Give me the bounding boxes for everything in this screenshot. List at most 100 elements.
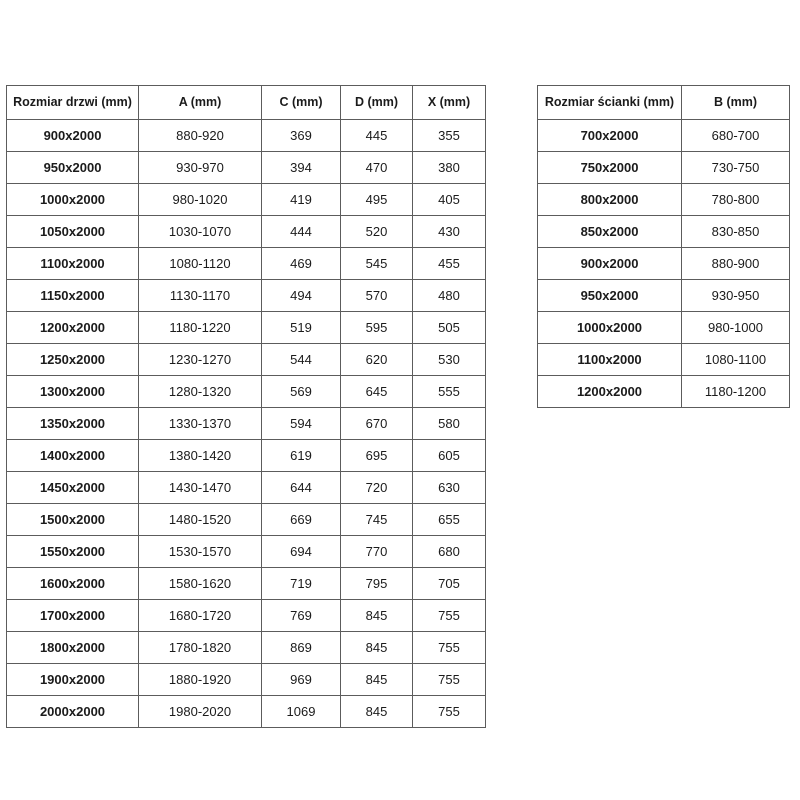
cell-a: 1130-1170: [138, 279, 262, 312]
cell-x: 505: [412, 311, 486, 344]
cell-b: 1180-1200: [681, 375, 790, 408]
table-row: 1300x2000 1280-1320 569 645 555: [6, 375, 486, 408]
cell-b: 1080-1100: [681, 343, 790, 376]
cell-size: 900x2000: [6, 119, 139, 152]
cell-d: 720: [340, 471, 413, 504]
cell-b: 830-850: [681, 215, 790, 248]
table-row: 1100x2000 1080-1100: [537, 343, 790, 376]
cell-size: 1150x2000: [6, 279, 139, 312]
cell-x: 680: [412, 535, 486, 568]
table-row: 1900x2000 1880-1920 969 845 755: [6, 663, 486, 696]
cell-c: 644: [261, 471, 341, 504]
cell-x: 755: [412, 695, 486, 728]
table-row: 1350x2000 1330-1370 594 670 580: [6, 407, 486, 440]
table-row: 1600x2000 1580-1620 719 795 705: [6, 567, 486, 600]
cell-d: 645: [340, 375, 413, 408]
column-header-c: C (mm): [261, 85, 341, 120]
column-header-size: Rozmiar ścianki (mm): [537, 85, 682, 120]
cell-size: 850x2000: [537, 215, 682, 248]
cell-c: 769: [261, 599, 341, 632]
cell-size: 1200x2000: [537, 375, 682, 408]
cell-x: 530: [412, 343, 486, 376]
table-row: 1400x2000 1380-1420 619 695 605: [6, 439, 486, 472]
cell-c: 494: [261, 279, 341, 312]
cell-b: 980-1000: [681, 311, 790, 344]
cell-x: 605: [412, 439, 486, 472]
cell-d: 845: [340, 631, 413, 664]
cell-a: 880-920: [138, 119, 262, 152]
table-row: 700x2000 680-700: [537, 119, 790, 152]
cell-c: 694: [261, 535, 341, 568]
cell-d: 520: [340, 215, 413, 248]
cell-size: 1050x2000: [6, 215, 139, 248]
cell-a: 1330-1370: [138, 407, 262, 440]
cell-x: 405: [412, 183, 486, 216]
cell-size: 950x2000: [537, 279, 682, 312]
table-row: 1800x2000 1780-1820 869 845 755: [6, 631, 486, 664]
cell-c: 619: [261, 439, 341, 472]
cell-size: 1800x2000: [6, 631, 139, 664]
cell-b: 780-800: [681, 183, 790, 216]
cell-c: 969: [261, 663, 341, 696]
table-row: 1050x2000 1030-1070 444 520 430: [6, 215, 486, 248]
cell-c: 719: [261, 567, 341, 600]
cell-x: 380: [412, 151, 486, 184]
cell-size: 1600x2000: [6, 567, 139, 600]
cell-d: 570: [340, 279, 413, 312]
cell-size: 1300x2000: [6, 375, 139, 408]
table-row: 1550x2000 1530-1570 694 770 680: [6, 535, 486, 568]
cell-x: 430: [412, 215, 486, 248]
cell-a: 980-1020: [138, 183, 262, 216]
table-row: 1100x2000 1080-1120 469 545 455: [6, 247, 486, 280]
table-row: 1000x2000 980-1020 419 495 405: [6, 183, 486, 216]
cell-size: 1350x2000: [6, 407, 139, 440]
table-row: 850x2000 830-850: [537, 215, 790, 248]
cell-a: 1880-1920: [138, 663, 262, 696]
table-row: 1200x2000 1180-1200: [537, 375, 790, 408]
table-row: 1000x2000 980-1000: [537, 311, 790, 344]
cell-a: 1430-1470: [138, 471, 262, 504]
cell-c: 519: [261, 311, 341, 344]
table-row: 1700x2000 1680-1720 769 845 755: [6, 599, 486, 632]
column-header-d: D (mm): [340, 85, 413, 120]
cell-x: 480: [412, 279, 486, 312]
cell-d: 745: [340, 503, 413, 536]
cell-x: 705: [412, 567, 486, 600]
cell-a: 1230-1270: [138, 343, 262, 376]
cell-size: 1200x2000: [6, 311, 139, 344]
table-row: 2000x2000 1980-2020 1069 845 755: [6, 695, 486, 728]
cell-x: 355: [412, 119, 486, 152]
cell-x: 755: [412, 663, 486, 696]
cell-a: 1380-1420: [138, 439, 262, 472]
table-row: 1200x2000 1180-1220 519 595 505: [6, 311, 486, 344]
cell-size: 1500x2000: [6, 503, 139, 536]
cell-c: 869: [261, 631, 341, 664]
cell-d: 470: [340, 151, 413, 184]
table-row: 950x2000 930-970 394 470 380: [6, 151, 486, 184]
cell-a: 1180-1220: [138, 311, 262, 344]
cell-size: 900x2000: [537, 247, 682, 280]
cell-x: 630: [412, 471, 486, 504]
cell-size: 1450x2000: [6, 471, 139, 504]
table-row: 900x2000 880-900: [537, 247, 790, 280]
cell-d: 595: [340, 311, 413, 344]
cell-x: 455: [412, 247, 486, 280]
cell-a: 1080-1120: [138, 247, 262, 280]
cell-d: 845: [340, 695, 413, 728]
cell-b: 930-950: [681, 279, 790, 312]
cell-size: 700x2000: [537, 119, 682, 152]
cell-size: 1100x2000: [537, 343, 682, 376]
table-row: 750x2000 730-750: [537, 151, 790, 184]
table-header-row: Rozmiar drzwi (mm) A (mm) C (mm) D (mm) X (m…: [6, 85, 486, 120]
cell-d: 770: [340, 535, 413, 568]
cell-a: 1980-2020: [138, 695, 262, 728]
cell-a: 1580-1620: [138, 567, 262, 600]
cell-size: 1000x2000: [6, 183, 139, 216]
cell-c: 569: [261, 375, 341, 408]
cell-size: 1550x2000: [6, 535, 139, 568]
cell-size: 750x2000: [537, 151, 682, 184]
cell-d: 845: [340, 663, 413, 696]
door-table-body: 900x2000 880-920 369 445 355 950x2000 930-970 3…: [6, 119, 486, 728]
cell-d: 795: [340, 567, 413, 600]
table-row: 800x2000 780-800: [537, 183, 790, 216]
